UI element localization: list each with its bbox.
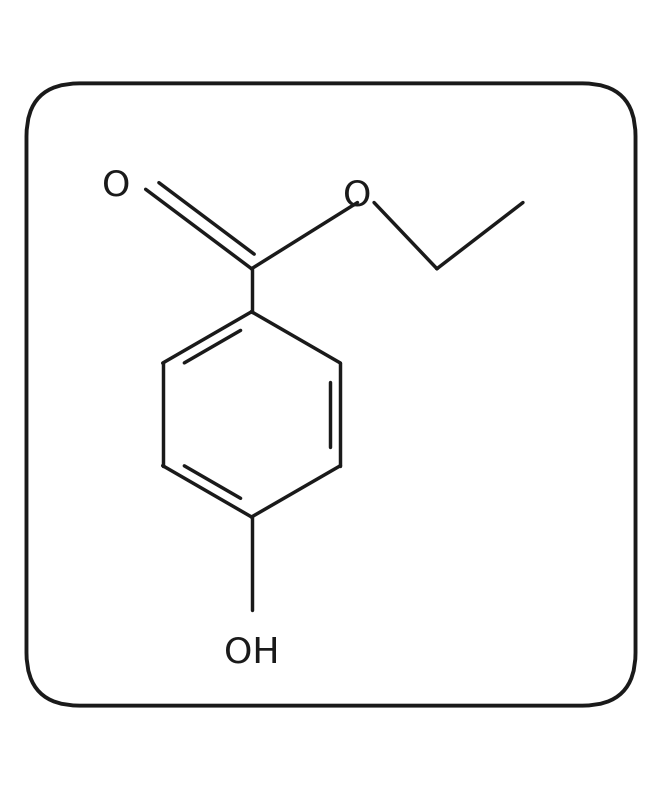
Text: O: O: [344, 179, 371, 213]
FancyBboxPatch shape: [26, 84, 636, 705]
Text: O: O: [102, 169, 130, 203]
Text: OH: OH: [224, 636, 279, 670]
